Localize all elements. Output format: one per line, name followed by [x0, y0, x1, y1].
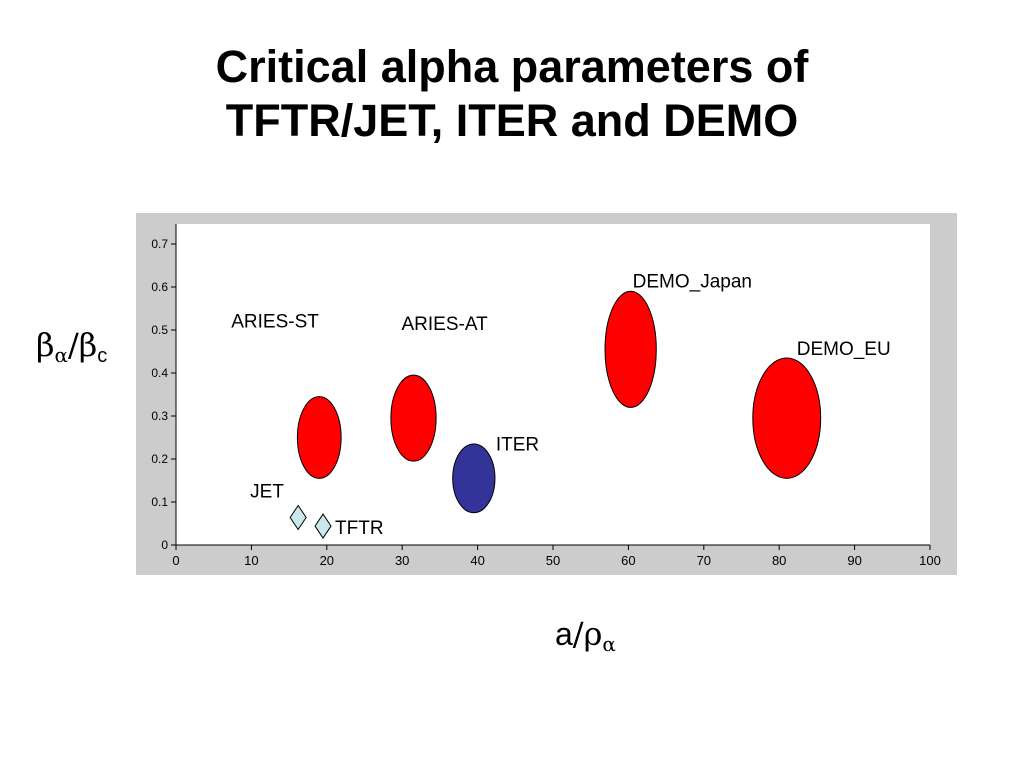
plot-area [176, 224, 930, 545]
marker-jet [289, 504, 307, 531]
point-labels: JET TFTR ARIES-ST ARIES-AT ITER DEMO_Japan DEM… [231, 271, 890, 539]
x-tick-label: 30 [395, 553, 409, 568]
x-tick-label: 50 [546, 553, 560, 568]
ylabel-beta-1: β [36, 326, 55, 364]
x-tick-label: 80 [772, 553, 786, 568]
marker-aries-st [296, 396, 342, 479]
marker-iter [452, 443, 496, 514]
x-axis-label: a/ρα [555, 615, 616, 656]
label-aries-st: ARIES-ST [231, 312, 319, 333]
y-tick-label: 0.2 [151, 452, 168, 466]
marker-demo-japan [604, 290, 657, 408]
x-tick-label: 100 [919, 553, 941, 568]
xlabel-sub-alpha: α [602, 632, 616, 656]
x-tick-label: 40 [470, 553, 484, 568]
axis-ticks: 0 10 20 30 40 50 60 70 80 90 100 0 0.1 0.2 0.3 0.4 0.5 0.… [151, 237, 941, 568]
y-tick-label: 0.3 [151, 409, 168, 423]
x-tick-label: 90 [847, 553, 861, 568]
y-tick-label: 0.5 [151, 323, 168, 337]
y-tick-label: 0.1 [151, 495, 168, 509]
y-tick-label: 0.4 [151, 366, 168, 380]
ylabel-beta-2: β [78, 326, 98, 364]
label-iter: ITER [496, 434, 539, 455]
xlabel-slash: / [572, 615, 584, 653]
marker-tftr [314, 513, 332, 539]
y-tick-label: 0 [161, 538, 168, 552]
xlabel-rho: ρ [583, 615, 603, 653]
x-tick-label: 0 [172, 553, 179, 568]
y-axis-label: βα/βc [36, 326, 107, 368]
label-tftr: TFTR [335, 518, 384, 539]
x-tick-label: 10 [244, 553, 258, 568]
marker-aries-at [390, 374, 437, 462]
title-line-1: Critical alpha parameters of [215, 41, 809, 92]
label-demo-japan: DEMO_Japan [633, 271, 752, 292]
label-aries-at: ARIES-AT [402, 314, 489, 335]
xlabel-a: a [555, 616, 573, 652]
y-tick-label: 0.7 [151, 237, 168, 251]
ylabel-sub-alpha: α [54, 343, 69, 367]
data-marks [289, 290, 822, 539]
x-tick-label: 20 [320, 553, 334, 568]
title-line-2: TFTR/JET, ITER and DEMO [225, 95, 799, 146]
label-jet: JET [250, 481, 284, 502]
ylabel-slash: / [68, 326, 79, 364]
y-tick-label: 0.6 [151, 280, 168, 294]
marker-demo-eu [752, 357, 822, 479]
label-demo-eu: DEMO_EU [797, 339, 891, 360]
ylabel-sub-c: c [97, 345, 108, 367]
x-tick-label: 70 [697, 553, 711, 568]
page-title: Critical alpha parameters of TFTR/JET, I… [0, 40, 1024, 148]
x-tick-label: 60 [621, 553, 635, 568]
